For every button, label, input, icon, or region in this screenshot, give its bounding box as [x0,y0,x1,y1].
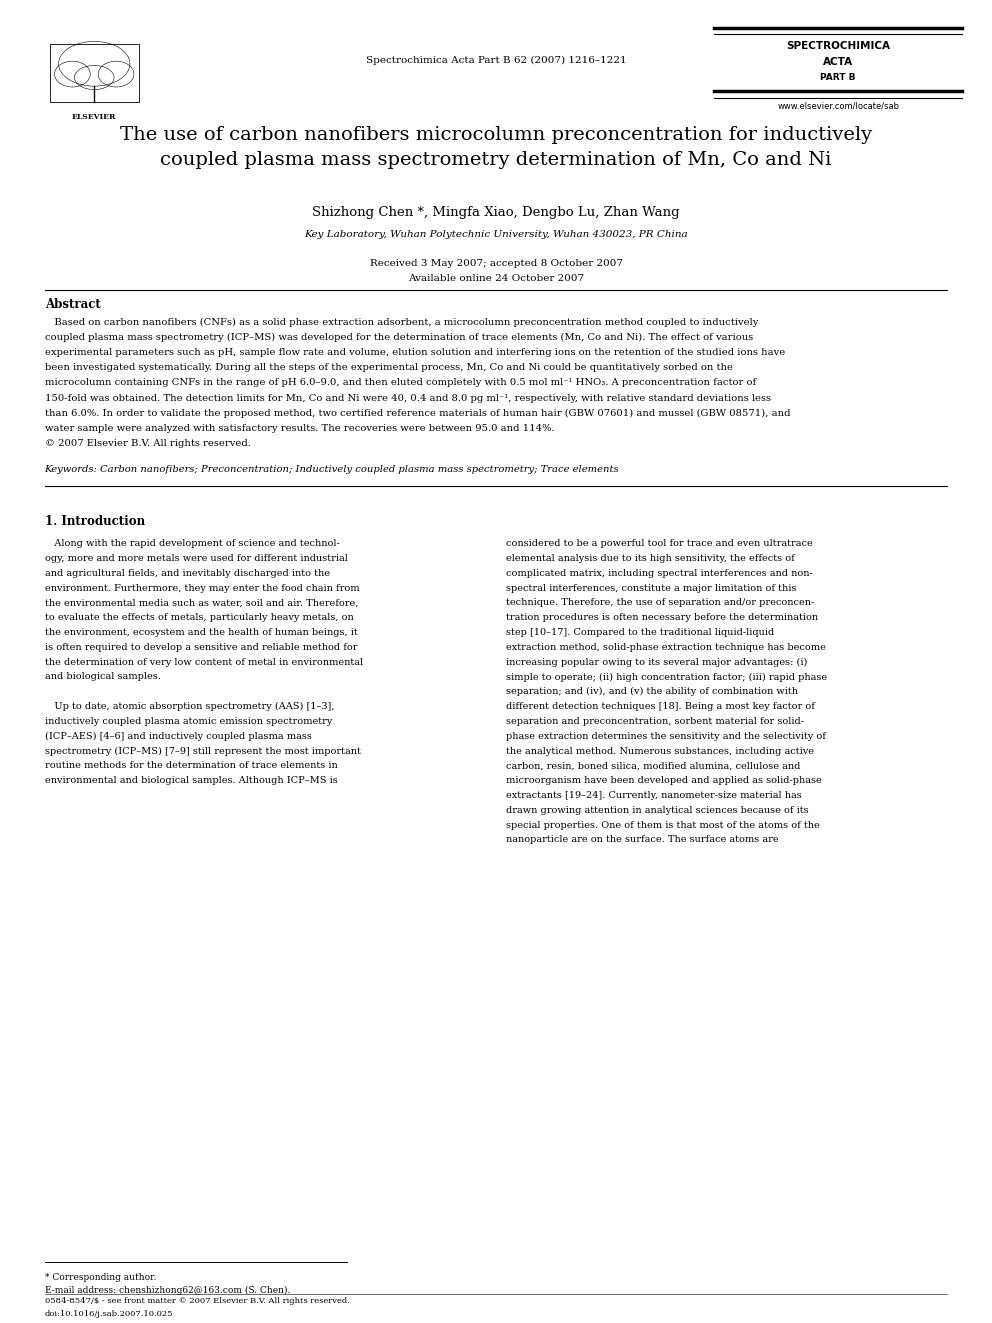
Text: the environment, ecosystem and the health of human beings, it: the environment, ecosystem and the healt… [45,628,357,638]
Text: Received 3 May 2007; accepted 8 October 2007: Received 3 May 2007; accepted 8 October … [369,259,623,269]
Text: environmental and biological samples. Although ICP–MS is: environmental and biological samples. Al… [45,777,337,786]
Text: Up to date, atomic absorption spectrometry (AAS) [1–3],: Up to date, atomic absorption spectromet… [45,703,334,712]
Text: © 2007 Elsevier B.V. All rights reserved.: © 2007 Elsevier B.V. All rights reserved… [45,439,251,448]
Text: step [10–17]. Compared to the traditional liquid-liquid: step [10–17]. Compared to the traditiona… [506,628,774,638]
Text: doi:10.1016/j.sab.2007.10.025: doi:10.1016/j.sab.2007.10.025 [45,1310,174,1318]
Text: phase extraction determines the sensitivity and the selectivity of: phase extraction determines the sensitiv… [506,732,825,741]
Text: ELSEVIER: ELSEVIER [72,112,116,122]
Text: extractants [19–24]. Currently, nanometer-size material has: extractants [19–24]. Currently, nanomete… [506,791,802,800]
Text: the environmental media such as water, soil and air. Therefore,: the environmental media such as water, s… [45,598,358,607]
Text: Keywords: Carbon nanofibers; Preconcentration; Inductively coupled plasma mass s: Keywords: Carbon nanofibers; Preconcentr… [45,466,619,474]
Text: water sample were analyzed with satisfactory results. The recoveries were betwee: water sample were analyzed with satisfac… [45,423,555,433]
Text: 150-fold was obtained. The detection limits for Mn, Co and Ni were 40, 0.4 and 8: 150-fold was obtained. The detection lim… [45,394,771,402]
Text: separation and preconcentration, sorbent material for solid-: separation and preconcentration, sorbent… [506,717,804,726]
Text: SPECTROCHIMICA: SPECTROCHIMICA [787,41,890,52]
Text: the analytical method. Numerous substances, including active: the analytical method. Numerous substanc… [506,746,813,755]
Text: PART B: PART B [820,73,856,82]
Text: (ICP–AES) [4–6] and inductively coupled plasma mass: (ICP–AES) [4–6] and inductively coupled … [45,732,311,741]
Text: than 6.0%. In order to validate the proposed method, two certified reference mat: than 6.0%. In order to validate the prop… [45,409,791,418]
Text: E-mail address: chenshizhong62@163.com (S. Chen).: E-mail address: chenshizhong62@163.com (… [45,1286,290,1295]
Text: technique. Therefore, the use of separation and/or preconcen-: technique. Therefore, the use of separat… [506,598,814,607]
Text: is often required to develop a sensitive and reliable method for: is often required to develop a sensitive… [45,643,357,652]
Text: elemental analysis due to its high sensitivity, the effects of: elemental analysis due to its high sensi… [506,554,795,564]
Text: microcolumn containing CNFs in the range of pH 6.0–9.0, and then eluted complete: microcolumn containing CNFs in the range… [45,378,756,388]
Text: and biological samples.: and biological samples. [45,672,161,681]
Text: Key Laboratory, Wuhan Polytechnic University, Wuhan 430023, PR China: Key Laboratory, Wuhan Polytechnic Univer… [305,230,687,239]
Text: Available online 24 October 2007: Available online 24 October 2007 [408,274,584,283]
Text: experimental parameters such as pH, sample flow rate and volume, elution solutio: experimental parameters such as pH, samp… [45,348,785,357]
Text: been investigated systematically. During all the steps of the experimental proce: been investigated systematically. During… [45,363,733,372]
Text: spectral interferences, constitute a major limitation of this: spectral interferences, constitute a maj… [506,583,797,593]
Text: ogy, more and more metals were used for different industrial: ogy, more and more metals were used for … [45,554,347,564]
Text: simple to operate; (ii) high concentration factor; (iii) rapid phase: simple to operate; (ii) high concentrati… [506,672,827,681]
Text: complicated matrix, including spectral interferences and non-: complicated matrix, including spectral i… [506,569,812,578]
Text: separation; and (iv), and (v) the ability of combination with: separation; and (iv), and (v) the abilit… [506,688,798,696]
Text: considered to be a powerful tool for trace and even ultratrace: considered to be a powerful tool for tra… [506,540,812,548]
Text: Abstract: Abstract [45,298,100,311]
Text: ACTA: ACTA [823,57,853,67]
Text: nanoparticle are on the surface. The surface atoms are: nanoparticle are on the surface. The sur… [506,836,779,844]
Text: environment. Furthermore, they may enter the food chain from: environment. Furthermore, they may enter… [45,583,359,593]
Text: extraction method, solid-phase extraction technique has become: extraction method, solid-phase extractio… [506,643,825,652]
Text: Based on carbon nanofibers (CNFs) as a solid phase extraction adsorbent, a micro: Based on carbon nanofibers (CNFs) as a s… [45,318,758,327]
Text: and agricultural fields, and inevitably discharged into the: and agricultural fields, and inevitably … [45,569,329,578]
Text: Along with the rapid development of science and technol-: Along with the rapid development of scie… [45,540,339,548]
Text: Shizhong Chen *, Mingfa Xiao, Dengbo Lu, Zhan Wang: Shizhong Chen *, Mingfa Xiao, Dengbo Lu,… [312,206,680,220]
Text: tration procedures is often necessary before the determination: tration procedures is often necessary be… [506,614,818,622]
Text: Spectrochimica Acta Part B 62 (2007) 1216–1221: Spectrochimica Acta Part B 62 (2007) 121… [366,56,626,65]
Text: the determination of very low content of metal in environmental: the determination of very low content of… [45,658,363,667]
Text: carbon, resin, boned silica, modified alumina, cellulose and: carbon, resin, boned silica, modified al… [506,762,801,770]
Text: to evaluate the effects of metals, particularly heavy metals, on: to evaluate the effects of metals, parti… [45,614,353,622]
Text: routine methods for the determination of trace elements in: routine methods for the determination of… [45,762,337,770]
Text: www.elsevier.com/locate/sab: www.elsevier.com/locate/sab [778,102,899,111]
Text: 0584-8547/$ - see front matter © 2007 Elsevier B.V. All rights reserved.: 0584-8547/$ - see front matter © 2007 El… [45,1297,349,1304]
Text: * Corresponding author.: * Corresponding author. [45,1273,156,1282]
Text: microorganism have been developed and applied as solid-phase: microorganism have been developed and ap… [506,777,821,786]
Text: different detection techniques [18]. Being a most key factor of: different detection techniques [18]. Bei… [506,703,814,712]
Text: special properties. One of them is that most of the atoms of the: special properties. One of them is that … [506,820,819,830]
Text: spectrometry (ICP–MS) [7–9] still represent the most important: spectrometry (ICP–MS) [7–9] still repres… [45,746,360,755]
Bar [50,44,139,102]
Text: inductively coupled plasma atomic emission spectrometry: inductively coupled plasma atomic emissi… [45,717,332,726]
Text: coupled plasma mass spectrometry (ICP–MS) was developed for the determination of: coupled plasma mass spectrometry (ICP–MS… [45,332,753,341]
Text: The use of carbon nanofibers microcolumn preconcentration for inductively
couple: The use of carbon nanofibers microcolumn… [120,126,872,169]
Text: 1. Introduction: 1. Introduction [45,516,145,528]
Text: increasing popular owing to its several major advantages: (i): increasing popular owing to its several … [506,658,807,667]
Text: drawn growing attention in analytical sciences because of its: drawn growing attention in analytical sc… [506,806,808,815]
